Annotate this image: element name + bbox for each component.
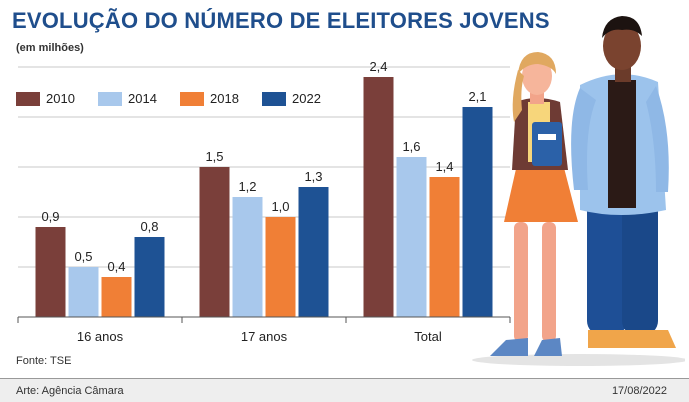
ground-shadow [472, 354, 685, 366]
legend-swatch [262, 91, 286, 106]
bar [396, 157, 427, 317]
category-label: 17 anos [241, 329, 288, 344]
date-text: 17/08/2022 [611, 385, 667, 397]
legend-swatch [180, 91, 204, 106]
data-label: 0,8 [140, 219, 158, 234]
boy-figure [571, 16, 676, 348]
data-label: 2,4 [369, 59, 387, 74]
chart-title: EVOLUÇÃO DO NÚMERO DE ELEITORES JOVENS [12, 8, 550, 33]
legend-label: 2022 [292, 91, 321, 107]
bar [199, 167, 230, 317]
bar [265, 217, 296, 317]
legend-item: 2018 [180, 90, 239, 106]
data-label: 0,5 [74, 249, 92, 264]
bar [35, 227, 66, 317]
data-label: 1,0 [271, 199, 289, 214]
chart-subtitle: (em milhões) [16, 42, 84, 54]
data-label: 0,9 [41, 209, 59, 224]
data-label: 1,5 [205, 149, 223, 164]
legend-label: 2018 [210, 91, 239, 107]
data-label: 0,4 [107, 259, 125, 274]
data-label: 2,1 [468, 89, 486, 104]
bar [134, 237, 165, 317]
young-voters-illustration [472, 16, 685, 366]
legend-item: 2022 [262, 90, 321, 106]
bar [68, 267, 99, 317]
data-label: 1,2 [238, 179, 256, 194]
bar [232, 197, 263, 317]
category-label: Total [414, 329, 442, 344]
category-label: 16 anos [77, 329, 124, 344]
source-note: Fonte: TSE [16, 355, 72, 367]
data-label: 1,4 [435, 159, 453, 174]
legend-item: 2010 [16, 90, 75, 106]
legend-label: 2010 [46, 91, 75, 107]
data-label: 1,3 [304, 169, 322, 184]
data-label: 1,6 [402, 139, 420, 154]
bar [101, 277, 132, 317]
legend-swatch [98, 91, 122, 106]
legend-item: 2014 [98, 90, 157, 106]
bar [462, 107, 493, 317]
footer-bar: Arte: Agência Câmara 17/08/2022 [0, 378, 689, 402]
bar [298, 187, 329, 317]
legend-swatch [16, 91, 40, 106]
bar [363, 77, 394, 317]
book-icon [532, 122, 562, 166]
credit-text: Arte: Agência Câmara [16, 385, 124, 397]
bar [429, 177, 460, 317]
legend-label: 2014 [128, 91, 157, 107]
girl-figure [490, 52, 578, 356]
